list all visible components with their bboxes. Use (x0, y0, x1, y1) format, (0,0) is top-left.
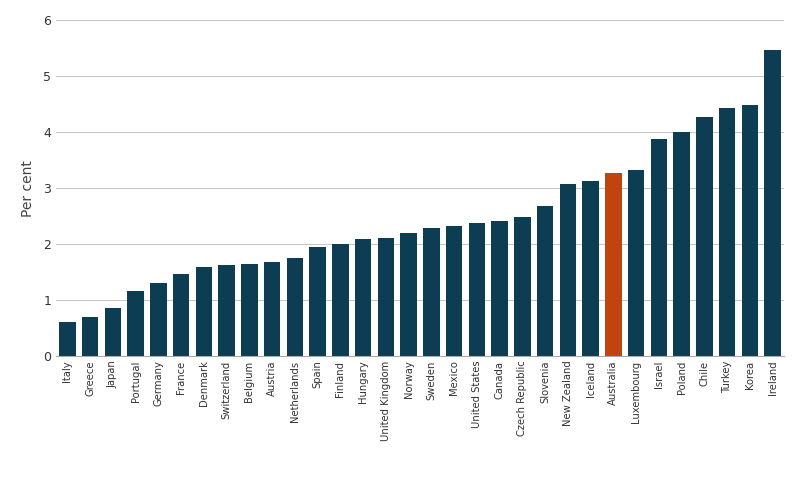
Bar (605, 173, 622, 356)
Bar (537, 206, 554, 356)
Bar (264, 261, 280, 356)
Bar (514, 217, 530, 356)
Bar (491, 221, 508, 356)
Bar (742, 105, 758, 356)
Bar (332, 244, 349, 356)
Bar (173, 274, 190, 356)
Bar (696, 117, 713, 356)
Bar (241, 264, 258, 356)
Bar (196, 267, 212, 356)
Y-axis label: Per cent: Per cent (21, 160, 35, 216)
Bar (59, 322, 75, 356)
Bar (310, 247, 326, 356)
Bar (423, 229, 439, 356)
Bar (286, 258, 303, 356)
Bar (82, 317, 98, 356)
Bar (469, 223, 485, 356)
Bar (218, 265, 235, 356)
Bar (401, 233, 417, 356)
Bar (650, 139, 667, 356)
Bar (150, 283, 166, 356)
Bar (355, 239, 371, 356)
Bar (560, 184, 576, 356)
Bar (105, 307, 121, 356)
Bar (582, 181, 599, 356)
Bar (674, 132, 690, 356)
Bar (446, 226, 462, 356)
Bar (628, 170, 644, 356)
Bar (765, 50, 781, 356)
Bar (127, 291, 144, 356)
Bar (378, 238, 394, 356)
Bar (719, 108, 735, 356)
